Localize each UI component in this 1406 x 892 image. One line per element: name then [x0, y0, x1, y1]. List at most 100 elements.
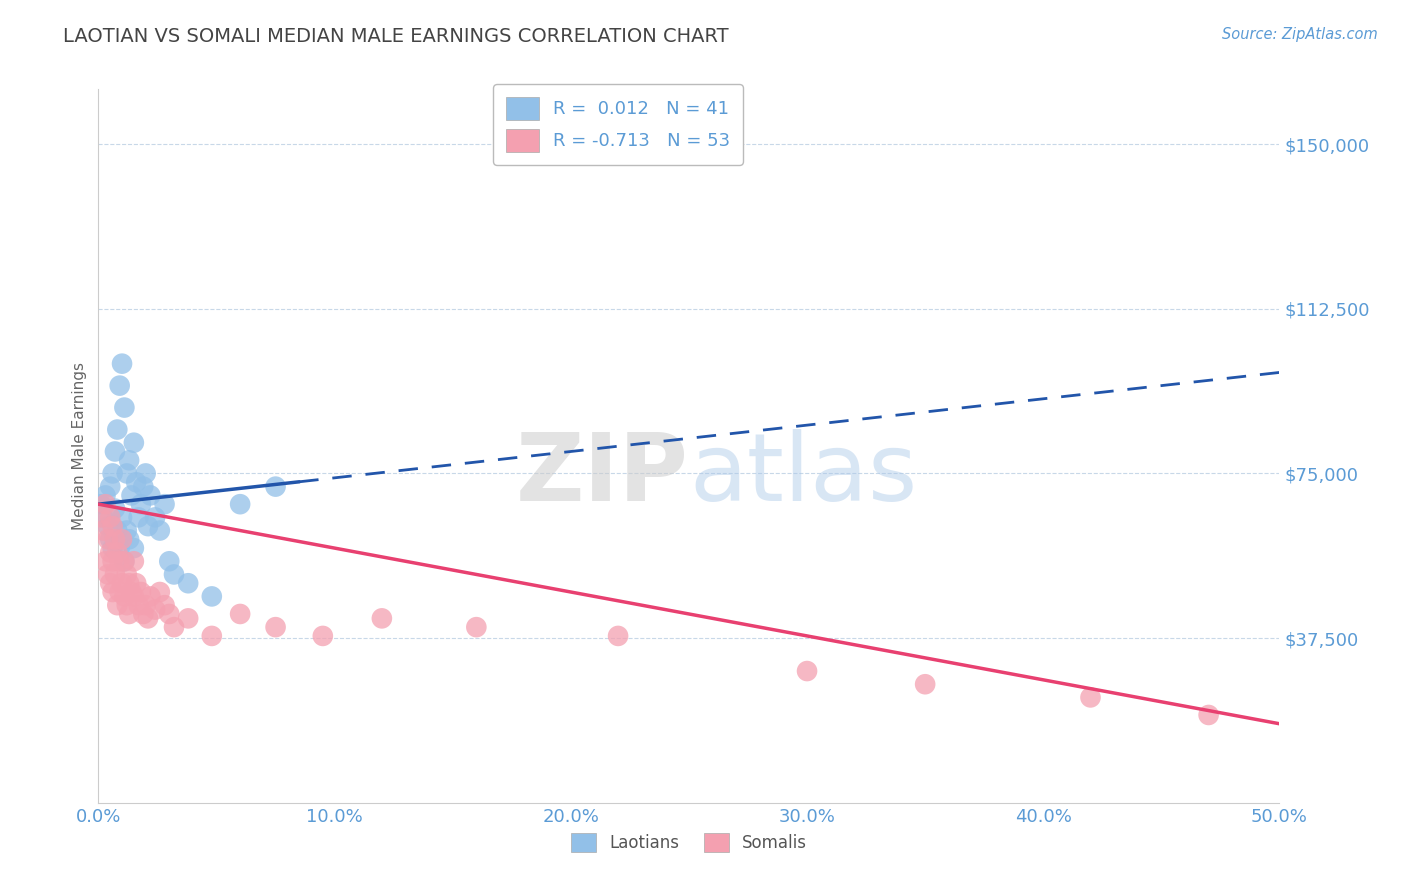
Point — [97, 533, 120, 547]
Point — [143, 602, 166, 616]
Legend: Laotians, Somalis: Laotians, Somalis — [564, 826, 814, 859]
Point — [136, 611, 159, 625]
Point — [132, 607, 155, 621]
Point — [371, 611, 394, 625]
Point — [177, 576, 200, 591]
Point — [98, 510, 121, 524]
Point — [135, 467, 157, 481]
Point — [115, 524, 138, 538]
Point — [1080, 690, 1102, 705]
Point — [157, 607, 180, 621]
Point — [607, 629, 630, 643]
Point — [163, 567, 186, 582]
Point — [91, 510, 114, 524]
Point — [94, 488, 117, 502]
Point — [229, 607, 252, 621]
Point — [163, 620, 186, 634]
Point — [129, 497, 152, 511]
Point — [264, 620, 287, 634]
Point — [121, 585, 143, 599]
Point — [136, 519, 159, 533]
Point — [108, 585, 131, 599]
Point — [122, 435, 145, 450]
Point — [105, 598, 128, 612]
Text: Source: ZipAtlas.com: Source: ZipAtlas.com — [1222, 27, 1378, 42]
Point — [90, 510, 112, 524]
Point — [111, 533, 134, 547]
Point — [104, 533, 127, 547]
Point — [101, 585, 124, 599]
Point — [108, 541, 131, 555]
Point — [128, 510, 150, 524]
Point — [111, 357, 134, 371]
Point — [118, 607, 141, 621]
Point — [149, 524, 172, 538]
Point — [112, 401, 135, 415]
Point — [104, 444, 127, 458]
Point — [1198, 708, 1220, 723]
Point — [101, 554, 124, 568]
Point — [157, 554, 180, 568]
Point — [122, 554, 145, 568]
Point — [129, 585, 152, 599]
Point — [104, 501, 127, 516]
Point — [201, 629, 224, 643]
Point — [108, 554, 131, 568]
Point — [94, 554, 117, 568]
Point — [121, 488, 143, 502]
Point — [139, 488, 162, 502]
Text: ZIP: ZIP — [516, 428, 689, 521]
Point — [115, 467, 138, 481]
Point — [118, 453, 141, 467]
Point — [112, 554, 135, 568]
Point — [101, 519, 124, 533]
Point — [132, 480, 155, 494]
Point — [143, 510, 166, 524]
Point — [149, 585, 172, 599]
Point — [122, 541, 145, 555]
Point — [125, 475, 148, 490]
Point — [312, 629, 335, 643]
Point — [465, 620, 488, 634]
Text: LAOTIAN VS SOMALI MEDIAN MALE EARNINGS CORRELATION CHART: LAOTIAN VS SOMALI MEDIAN MALE EARNINGS C… — [63, 27, 728, 45]
Point — [796, 664, 818, 678]
Point — [97, 567, 120, 582]
Point — [118, 576, 141, 591]
Point — [264, 480, 287, 494]
Point — [122, 590, 145, 604]
Point — [91, 524, 114, 538]
Point — [101, 467, 124, 481]
Point — [98, 533, 121, 547]
Point — [118, 533, 141, 547]
Point — [104, 567, 127, 582]
Point — [115, 567, 138, 582]
Point — [139, 590, 162, 604]
Point — [111, 576, 134, 591]
Point — [128, 598, 150, 612]
Point — [125, 576, 148, 591]
Point — [914, 677, 936, 691]
Point — [201, 590, 224, 604]
Point — [153, 598, 176, 612]
Point — [105, 545, 128, 559]
Point — [112, 590, 135, 604]
Point — [135, 598, 157, 612]
Point — [111, 510, 134, 524]
Point — [153, 497, 176, 511]
Point — [98, 545, 121, 559]
Point — [97, 519, 120, 533]
Point — [229, 497, 252, 511]
Point — [98, 576, 121, 591]
Point — [105, 423, 128, 437]
Point — [112, 554, 135, 568]
Point — [101, 541, 124, 555]
Y-axis label: Median Male Earnings: Median Male Earnings — [72, 362, 87, 530]
Point — [90, 497, 112, 511]
Point — [115, 598, 138, 612]
Point — [105, 524, 128, 538]
Text: atlas: atlas — [689, 428, 917, 521]
Point — [108, 378, 131, 392]
Point — [177, 611, 200, 625]
Point — [98, 480, 121, 494]
Point — [94, 497, 117, 511]
